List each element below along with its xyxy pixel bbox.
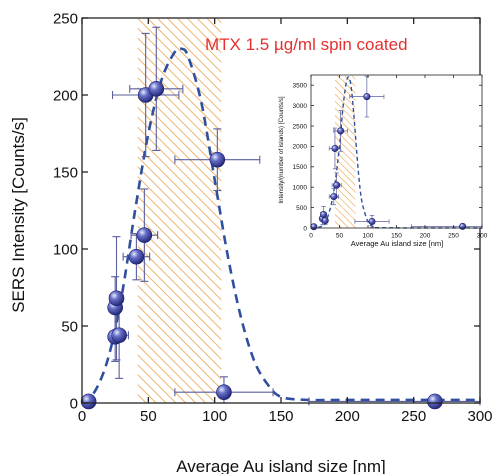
inset-y-tick-label-1: 500 (296, 205, 307, 212)
inset-x-tick-label-4: 200 (420, 233, 431, 240)
inset-y-axis-label: Intensity/(number of islands) [Counts/s] (278, 96, 285, 204)
inset-y-tick-label-6: 3000 (293, 103, 308, 110)
main-data-point-0 (80, 393, 97, 410)
inset-data-point-2 (320, 211, 328, 219)
inset-data-point-7 (337, 127, 345, 135)
main-y-tick-label-1: 50 (61, 318, 78, 335)
inset-data-point-9 (368, 217, 376, 225)
inset-data-point-10 (459, 222, 467, 230)
main-data-point-8 (148, 81, 165, 97)
main-fit-curve (81, 46, 480, 405)
main-data-point-5 (128, 248, 145, 265)
inset-fit-line (310, 76, 483, 229)
main-x-tick-label-1: 50 (140, 408, 157, 425)
inset-x-axis-label: Average Au island size [nm] (351, 239, 443, 248)
main-highlight-band (137, 19, 222, 403)
inset-axes: 0 50 100 150 200 250 3000500100015002000250030… (293, 74, 488, 240)
main-fit-line (81, 46, 480, 405)
main-y-tick-label-2: 100 (53, 241, 78, 258)
inset-data-point-0 (310, 223, 318, 231)
main-x-tick-label-2: 100 (202, 408, 227, 425)
inset-x-tick-label-6: 300 (477, 233, 488, 240)
inset-x-tick-label-5: 250 (448, 233, 459, 240)
inset-fit-curve (310, 76, 483, 229)
main-error-bar-11 (308, 396, 481, 406)
main-data-point-10 (216, 384, 232, 401)
inset-data-point-5 (333, 181, 341, 189)
main-x-tick-label-5: 250 (401, 408, 426, 425)
inset-x-tick-label-3: 150 (391, 233, 402, 240)
main-data-point-4 (111, 327, 127, 344)
main-data-point-6 (136, 227, 153, 243)
inset-chart: 0 50 100 150 200 250 3000500100015002000250030… (278, 74, 488, 248)
inset-data-point-3 (321, 217, 329, 225)
main-y-tick-label-3: 150 (53, 164, 78, 181)
inset-x-tick-label-1: 50 (336, 233, 344, 240)
main-y-axis-label: SERS Intensity [Counts/s] (9, 117, 28, 313)
main-x-axis-label: Average Au island size [nm] (176, 457, 385, 474)
inset-y-tick-label-4: 2000 (293, 144, 308, 151)
inset-y-tick-label-0: 0 (303, 225, 307, 232)
inset-band-rect (334, 76, 356, 228)
inset-y-tick-label-2: 1000 (293, 184, 308, 191)
inset-data-point-8 (363, 93, 371, 101)
main-data-point-11 (427, 393, 443, 410)
main-data-points (80, 81, 443, 410)
inset-data-point-6 (331, 144, 339, 152)
inset-data-point-4 (330, 193, 338, 201)
main-y-tick-label-5: 250 (53, 10, 78, 27)
main-y-tick-label-0: 0 (70, 395, 78, 412)
main-band-rect (137, 19, 222, 403)
main-x-tick-label-6: 300 (467, 408, 492, 425)
main-data-point-9 (209, 151, 226, 168)
inset-y-tick-label-3: 1500 (293, 164, 308, 171)
main-x-tick-label-4: 200 (335, 408, 360, 425)
inset-x-tick-label-0: 0 (309, 233, 313, 240)
inset-y-tick-label-5: 2500 (293, 123, 308, 130)
inset-y-tick-label-7: 3500 (293, 82, 308, 89)
main-y-tick-label-4: 200 (53, 87, 78, 104)
chart-annotation: MTX 1.5 µg/ml spin coated (205, 35, 408, 54)
inset-highlight-band (334, 76, 356, 228)
inset-x-tick-label-2: 100 (363, 233, 374, 240)
main-x-tick-label-0: 0 (78, 408, 86, 425)
main-data-point-2 (108, 290, 125, 307)
main-x-tick-label-3: 150 (268, 408, 293, 425)
